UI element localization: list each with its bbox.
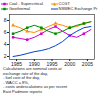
html-text:Calculations are nominal costs: Calculations are nominal costs at exchan… (3, 66, 67, 94)
svg-text:8: 8 (4, 17, 7, 23)
svg-text:6: 6 (4, 29, 7, 35)
html-text:Coal - Supercritical: Coal - Supercritical (9, 1, 43, 6)
svg-text:4: 4 (4, 41, 7, 47)
html-text:NSWEC Exchange Pr: NSWEC Exchange Pr (58, 6, 98, 11)
svg-text:2: 2 (4, 53, 7, 59)
svg-text:2000: 2000 (64, 61, 75, 67)
html-text:Geothermal: Geothermal (9, 6, 30, 11)
html-text:CCGT: CCGT (58, 1, 70, 6)
svg-text:2005: 2005 (82, 61, 93, 67)
